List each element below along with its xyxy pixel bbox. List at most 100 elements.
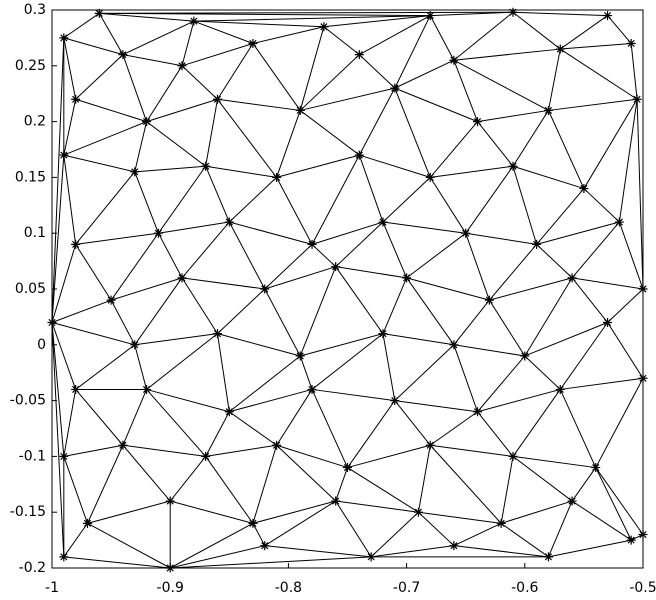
- node-marker: [603, 317, 613, 327]
- mesh-edge: [122, 54, 183, 67]
- mesh-edge: [524, 322, 608, 357]
- mesh-edge: [429, 177, 467, 234]
- mesh-edge: [406, 277, 455, 346]
- node-marker: [82, 518, 92, 528]
- mesh-edge: [512, 166, 538, 245]
- mesh-edge: [311, 154, 360, 245]
- mesh-edge: [181, 277, 265, 290]
- mesh-edge: [382, 221, 408, 279]
- mesh-edge: [157, 165, 207, 234]
- mesh-edge: [181, 43, 254, 67]
- node-marker: [449, 55, 459, 65]
- node-marker: [390, 83, 400, 93]
- node-marker: [177, 61, 187, 71]
- mesh-edge: [146, 389, 207, 457]
- mesh-edge: [406, 277, 490, 301]
- mesh-edge: [512, 110, 549, 167]
- mesh-edge: [382, 221, 466, 234]
- mesh-edge: [181, 65, 218, 100]
- mesh-edge: [98, 13, 124, 55]
- y-tick-label: 0.2: [24, 114, 46, 130]
- mesh-edge: [512, 165, 585, 190]
- node-marker: [295, 351, 305, 361]
- y-tick-label: 0.15: [15, 169, 46, 185]
- mesh-edge: [560, 42, 632, 50]
- node-marker: [402, 273, 412, 283]
- mesh-edge: [489, 277, 573, 301]
- node-marker: [177, 273, 187, 283]
- mesh-edge: [276, 154, 360, 178]
- mesh-edge: [75, 344, 136, 390]
- mesh-edge: [453, 59, 549, 111]
- node-marker: [579, 184, 589, 194]
- node-marker: [59, 150, 69, 160]
- node-marker: [118, 50, 128, 60]
- node-marker: [390, 396, 400, 406]
- mesh-edge: [630, 43, 638, 100]
- mesh-edge: [607, 322, 644, 379]
- mesh-edge: [500, 522, 549, 558]
- mesh-edge: [87, 522, 171, 569]
- mesh-edge: [51, 37, 65, 323]
- node-marker: [130, 340, 140, 350]
- mesh-edge: [217, 43, 254, 100]
- mesh-edge: [323, 15, 431, 28]
- mesh-edge: [406, 232, 467, 279]
- mesh-edge: [547, 500, 573, 558]
- mesh-edge: [394, 87, 478, 123]
- mesh-edge: [75, 171, 136, 245]
- node-marker: [224, 407, 234, 417]
- mesh-edge: [524, 355, 561, 390]
- mesh-edge: [217, 333, 301, 357]
- node-marker: [248, 518, 258, 528]
- mesh-edge: [228, 221, 266, 290]
- mesh-edge: [559, 15, 608, 50]
- mesh-edge: [75, 389, 124, 446]
- x-tick-label: -0.5: [629, 580, 656, 596]
- node-marker: [94, 8, 104, 18]
- mesh-edge: [429, 121, 478, 178]
- mesh-edge: [453, 60, 478, 122]
- node-marker: [201, 161, 211, 171]
- mesh-edge: [547, 48, 561, 111]
- mesh-edge: [488, 299, 526, 357]
- mesh-edge: [311, 221, 384, 245]
- node-marker: [378, 217, 388, 227]
- mesh-edge: [134, 171, 159, 234]
- node-marker: [130, 167, 140, 177]
- mesh-edge: [311, 333, 384, 390]
- mesh-edge: [418, 511, 502, 524]
- node-marker: [248, 38, 258, 48]
- mesh-edge: [607, 288, 644, 323]
- mesh-edge: [572, 277, 644, 290]
- mesh-edge: [512, 389, 561, 457]
- mesh-edge: [358, 154, 384, 223]
- mesh-edge: [477, 411, 514, 457]
- node-marker: [354, 50, 364, 60]
- mesh-edge: [228, 177, 277, 223]
- mesh-edge: [382, 333, 454, 346]
- mesh-edge: [264, 545, 372, 558]
- node-marker: [272, 172, 282, 182]
- mesh-edge: [453, 522, 502, 547]
- x-tick-label: -0.8: [275, 580, 302, 596]
- node-marker: [165, 496, 175, 506]
- node-marker: [473, 407, 483, 417]
- mesh-edge: [335, 221, 384, 268]
- mesh-edge: [276, 110, 301, 178]
- mesh-edge: [169, 522, 254, 569]
- node-marker: [449, 340, 459, 350]
- mesh-edge: [134, 333, 218, 346]
- mesh-edge: [429, 411, 478, 446]
- mesh-edge: [181, 221, 230, 279]
- mesh-edge: [453, 48, 561, 61]
- node-marker: [626, 535, 636, 545]
- node-marker: [461, 228, 471, 238]
- mesh-edge: [335, 500, 372, 558]
- mesh-edge: [430, 444, 514, 457]
- node-marker: [343, 463, 352, 473]
- mesh-edge: [607, 15, 632, 44]
- node-marker: [71, 239, 81, 249]
- mesh-edge: [252, 523, 266, 546]
- node-marker: [425, 440, 435, 450]
